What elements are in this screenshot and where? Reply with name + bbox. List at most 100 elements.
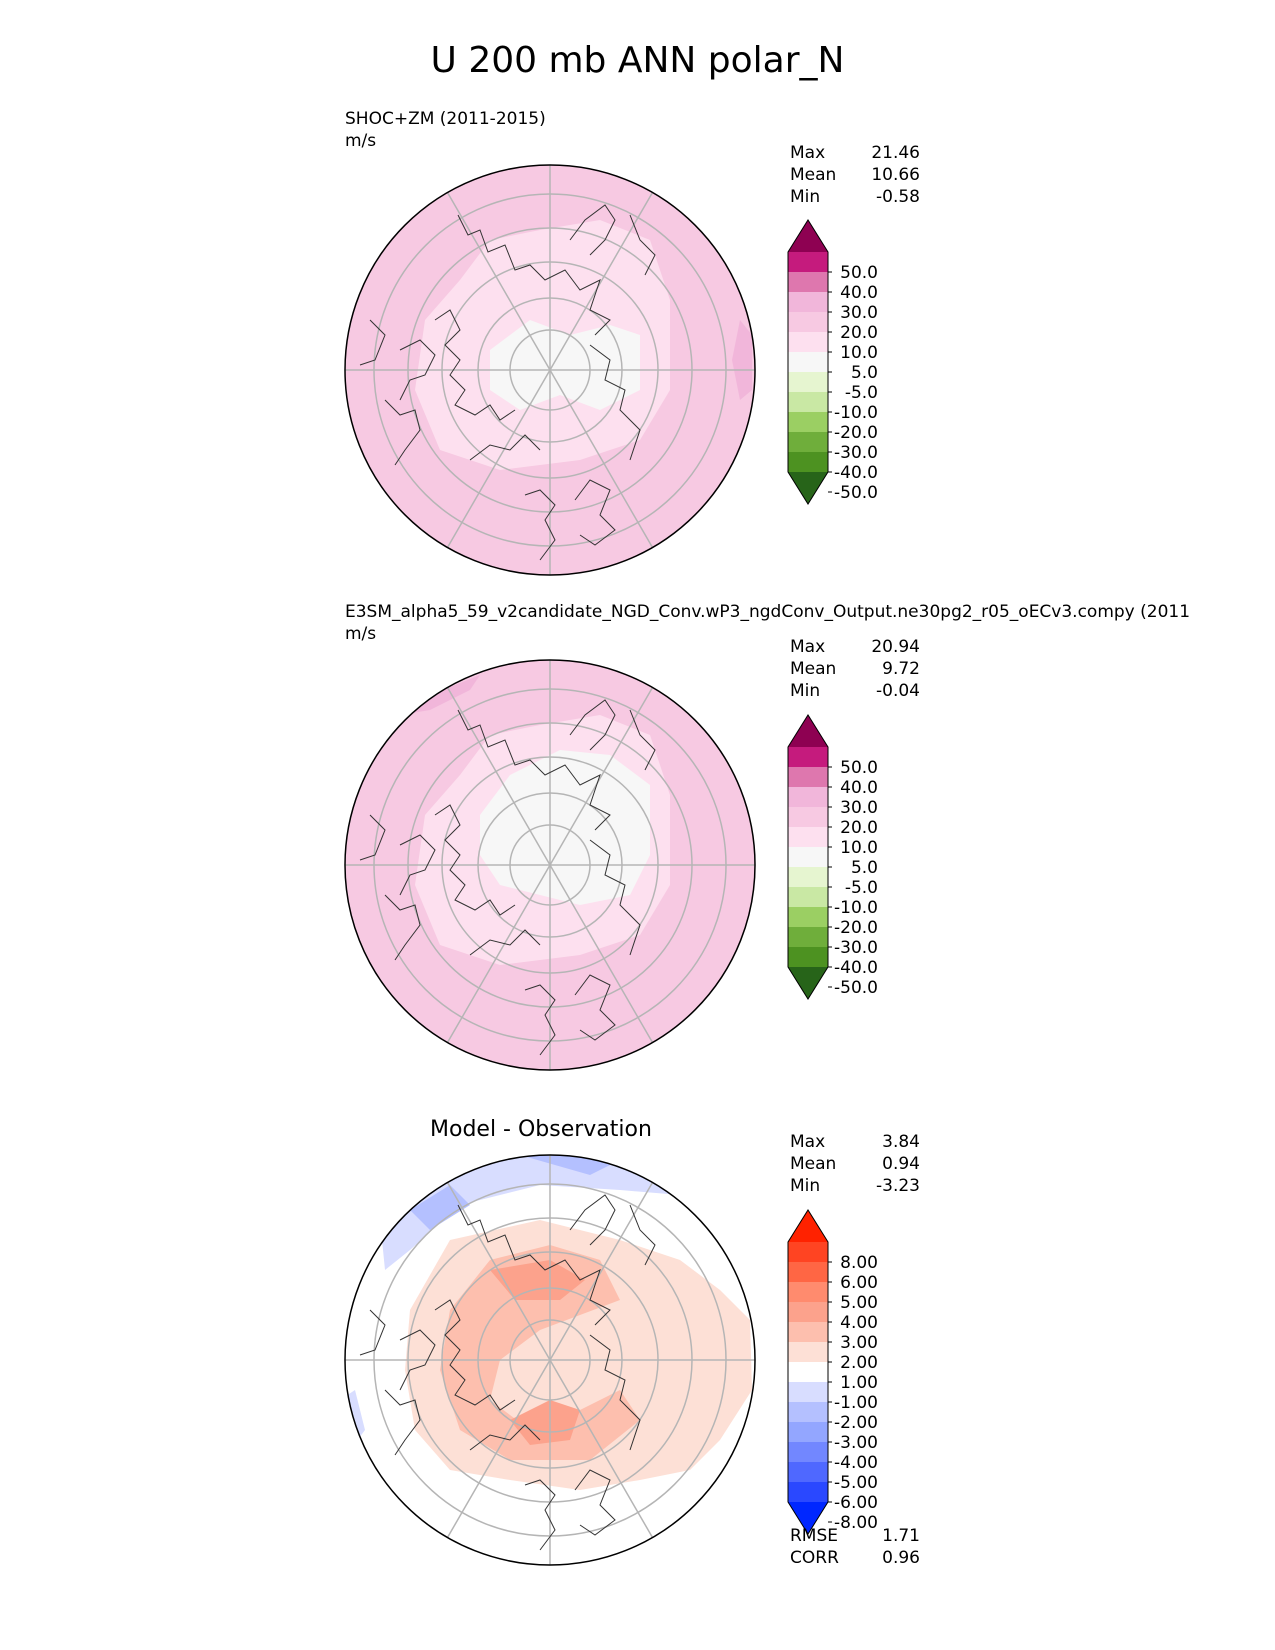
coastline — [589, 344, 641, 461]
stat-label: Max — [790, 1132, 826, 1152]
colorbar-segment — [788, 827, 828, 847]
graticule — [345, 1155, 755, 1565]
colorbar-tick-label: 2.00 — [840, 1353, 878, 1373]
figure-title: U 200 mb ANN polar_N — [430, 40, 845, 81]
colorbar-segment — [788, 272, 828, 292]
panel2-title: E3SM_alpha5_59_v2candidate_NGD_Conv.wP3_… — [345, 601, 1190, 645]
stat-label: Min — [790, 187, 821, 207]
colorbar-tick-label: -40.0 — [834, 958, 878, 978]
map-boundary — [344, 1154, 756, 1566]
stat-rmse-value: 1.71 — [882, 1526, 920, 1546]
stat-label: RMSE — [790, 1526, 839, 1546]
map-boundary — [344, 659, 756, 1071]
contour-region — [380, 1155, 680, 1270]
colorbar-segment — [788, 292, 828, 312]
colorbar-extend-top — [788, 1210, 828, 1242]
coastline — [469, 434, 541, 461]
colorbar-segment — [788, 1482, 828, 1502]
colorbar-segment — [788, 352, 828, 372]
colorbar-tick-label: -10.0 — [834, 403, 878, 423]
stat-label: Mean — [790, 165, 837, 185]
colorbar-extend-bottom — [788, 1502, 828, 1534]
map-boundary — [344, 164, 756, 576]
stat-min-value: -0.58 — [876, 187, 920, 207]
stat-max-value: 3.84 — [882, 1132, 920, 1152]
colorbar-tick-label: 30.0 — [840, 798, 878, 818]
coastline — [457, 709, 611, 831]
coastline — [629, 214, 656, 276]
colorbar-segment — [788, 787, 828, 807]
colorbar-tick-label: 50.0 — [840, 758, 878, 778]
coastline — [384, 894, 421, 961]
coastline — [434, 804, 516, 916]
coastline — [569, 699, 616, 751]
colorbar-tick-label: 40.0 — [840, 283, 878, 303]
coastline — [589, 839, 641, 956]
colorbar-tick-label: 30.0 — [840, 303, 878, 323]
colorbar-tick-label: -50.0 — [834, 483, 878, 503]
coastline — [574, 479, 616, 546]
colorbar-tick-label: 6.00 — [840, 1273, 878, 1293]
colorbar-segment — [788, 867, 828, 887]
contour-region — [732, 320, 752, 400]
panel1-stats: Max 21.46 Mean 10.66 Min -0.58 — [790, 142, 920, 208]
panel3-polar-map — [344, 1154, 756, 1566]
colorbar-segment — [788, 767, 828, 787]
stat-label: CORR — [790, 1548, 839, 1568]
panel2-stats: Max 20.94 Mean 9.72 Min -0.04 — [790, 636, 920, 702]
colorbar-tick-label: 20.0 — [840, 323, 878, 343]
meridian-line — [446, 864, 551, 1043]
colorbar-segment — [788, 747, 828, 767]
coastline — [574, 974, 616, 1041]
panel2-title-text: E3SM_alpha5_59_v2candidate_NGD_Conv.wP3_… — [345, 602, 1191, 622]
stat-min-value: -0.04 — [876, 681, 920, 701]
colorbar-extend-top — [788, 220, 828, 252]
coastline — [569, 204, 616, 256]
colorbar-tick-label: 1.00 — [840, 1373, 878, 1393]
colorbar-tick-label: 10.0 — [840, 838, 878, 858]
colorbar-tick-label: -20.0 — [834, 423, 878, 443]
coastline — [524, 1479, 556, 1551]
stat-label: Min — [790, 1176, 821, 1196]
colorbar-segment — [788, 452, 828, 472]
colorbar-segment — [788, 332, 828, 352]
meridian-line — [549, 687, 654, 866]
colorbar-segment — [788, 1422, 828, 1442]
colorbar-segment — [788, 252, 828, 272]
colorbar-segment — [788, 907, 828, 927]
stat-mean-value: 9.72 — [882, 659, 920, 679]
colorbar-tick-label: -5.0 — [845, 878, 878, 898]
colorbar-tick-label: 3.00 — [840, 1333, 878, 1353]
stat-corr-value: 0.96 — [882, 1548, 920, 1568]
panel3-extra-stats: RMSE 1.71 CORR 0.96 — [790, 1525, 920, 1569]
panel1-title: SHOC+ZM (2011-2015) m/s — [345, 108, 546, 152]
colorbar-extend-bottom — [788, 472, 828, 504]
coastline — [434, 1299, 516, 1411]
coastline — [457, 1204, 611, 1326]
colorbar-segment — [788, 947, 828, 967]
colorbar-tick-label: -6.00 — [834, 1493, 878, 1513]
colorbar-tick-label: 10.0 — [840, 343, 878, 363]
coastline — [524, 489, 556, 561]
panel1-title-text: SHOC+ZM (2011-2015) — [345, 109, 546, 129]
colorbar-tick-label: -2.00 — [834, 1413, 878, 1433]
coastline — [434, 309, 516, 421]
colorbar-segment — [788, 1402, 828, 1422]
colorbar-tick-label: -5.0 — [845, 383, 878, 403]
coastline — [359, 814, 386, 861]
panel2-units: m/s — [345, 624, 377, 644]
colorbar-segment — [788, 1262, 828, 1282]
colorbar-segment — [788, 1322, 828, 1342]
colorbar-tick-label: -10.0 — [834, 898, 878, 918]
graticule — [345, 660, 755, 1070]
stat-label: Mean — [790, 1154, 837, 1174]
coastline — [399, 834, 436, 896]
colorbar-tick-label: -20.0 — [834, 918, 878, 938]
colorbar-segment — [788, 807, 828, 827]
panel1-colorbar: 50.040.030.020.010.05.0-5.0-10.0-20.0-30… — [787, 219, 878, 505]
stat-max-value: 20.94 — [871, 637, 920, 657]
panel2-polar-map — [344, 659, 756, 1071]
meridian-line — [549, 1182, 654, 1361]
coastline — [384, 1389, 421, 1456]
colorbar-segment — [788, 412, 828, 432]
